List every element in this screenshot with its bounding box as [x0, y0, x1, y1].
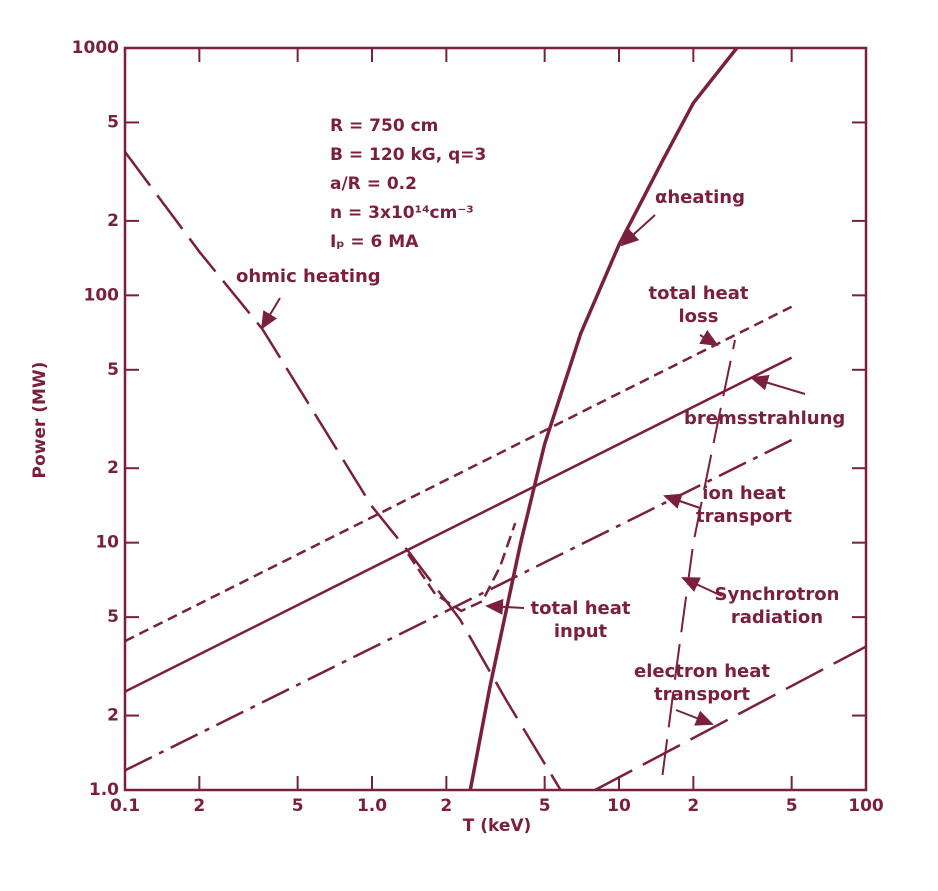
series-label: electron heat transport [634, 661, 770, 705]
arrow [675, 709, 714, 726]
series-line [594, 645, 866, 790]
x-tick-label: 2 [193, 796, 205, 816]
plot-frame [123, 46, 868, 792]
x-tick-label: 2 [687, 796, 699, 816]
x-tick-label: 5 [786, 796, 798, 816]
arrow [663, 493, 701, 509]
parameter: B = 120 kG, q=3 [330, 145, 487, 165]
x-tick-label: 0.1 [110, 796, 140, 816]
y-tick-label: 2 [107, 706, 119, 726]
y-tick-label: 2 [107, 211, 119, 231]
y-tick-label: 100 [84, 285, 120, 305]
series-label: αheating [655, 187, 746, 208]
arrow [260, 297, 281, 330]
y-tick-label: 10 [95, 533, 119, 553]
y-tick-label: 1.0 [89, 780, 119, 800]
series-line [468, 48, 739, 790]
series-label: total heat loss [648, 283, 749, 327]
series-label: ion heat transport [696, 483, 792, 527]
x-tick-label: 10 [607, 796, 631, 816]
parameter: Iₚ = 6 MA [330, 232, 419, 252]
series-label: Synchrotron radiation [714, 584, 840, 628]
series-line [125, 151, 562, 790]
series-label: total heat input [530, 598, 631, 642]
parameters: R = 750 cm B = 120 kG, q=3 a/R = 0.2 n = 3x… [330, 112, 486, 257]
series-label: bremsstrahlung [684, 408, 846, 429]
x-tick-label: 5 [539, 796, 551, 816]
y-tick-label: 5 [107, 360, 119, 380]
parameter: R = 750 cm [330, 116, 439, 136]
x-tick-label: 2 [440, 796, 452, 816]
series-line [661, 339, 736, 776]
series-line [125, 438, 793, 772]
series-label: ohmic heating [236, 266, 381, 287]
x-tick-label: 5 [292, 796, 304, 816]
series-line [407, 522, 517, 613]
parameter: n = 3x10¹⁴cm⁻³ [330, 203, 474, 223]
x-axis-label: T (keV) [463, 816, 532, 836]
series-line [125, 305, 793, 643]
arrow [699, 329, 719, 347]
y-tick-label: 5 [107, 112, 119, 132]
parameter: a/R = 0.2 [330, 174, 417, 194]
series-line [125, 356, 793, 693]
arrow [620, 214, 656, 247]
arrow [750, 374, 806, 395]
y-axis-label: Power (MW) [30, 362, 50, 479]
y-tick-label: 5 [107, 607, 119, 627]
arrows [260, 214, 806, 726]
arrow [681, 577, 723, 597]
x-tick-label: 100 [848, 796, 884, 816]
y-tick-label: 1000 [72, 38, 119, 58]
x-tick-label: 1.0 [357, 796, 387, 816]
y-tick-label: 2 [107, 458, 119, 478]
